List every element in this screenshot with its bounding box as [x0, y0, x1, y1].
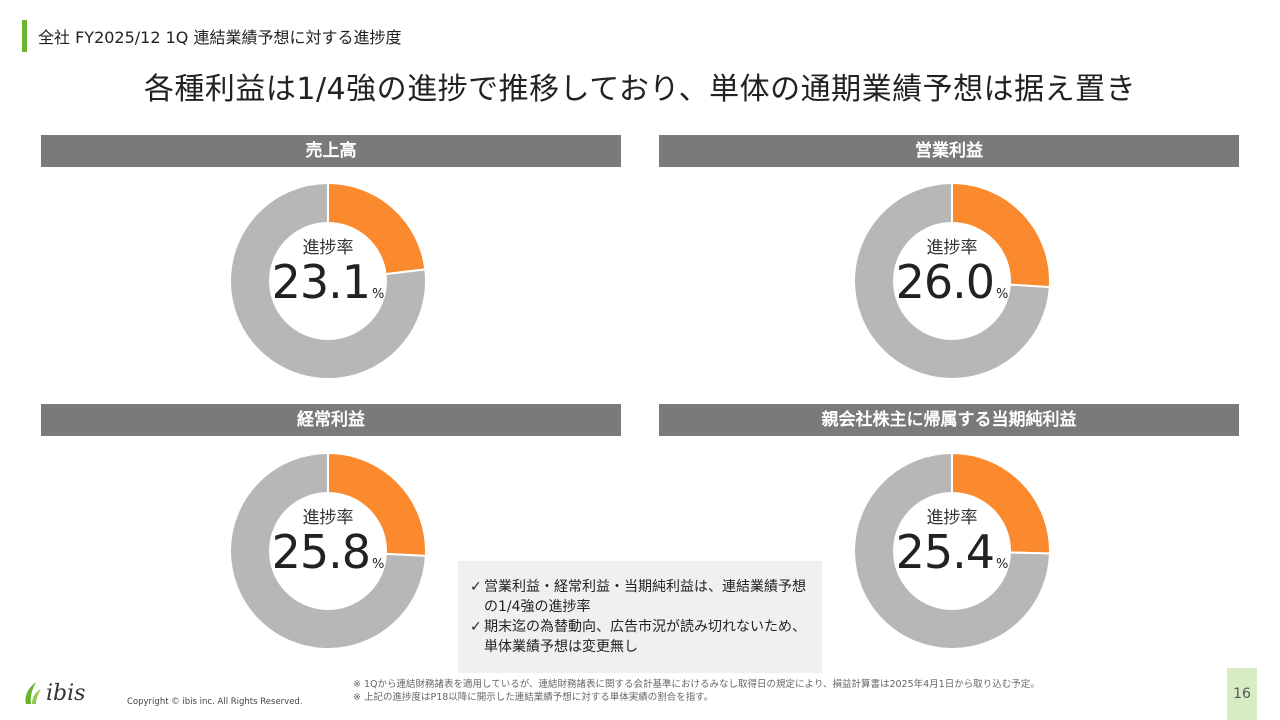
rate-unit: %: [372, 557, 385, 572]
progress-rate-value: 23.1%: [228, 255, 428, 309]
donut-slice-remaining: [853, 451, 1051, 650]
section-title: 全社 FY2025/12 1Q 連結業績予想に対する進捗度: [38, 28, 402, 47]
summary-note-box: ✓ 営業利益・経常利益・当期純利益は、連結業績予想の1/4強の進捗率 ✓ 期末迄…: [458, 561, 822, 673]
donut-slice-remaining: [229, 181, 427, 380]
donut-chart-sales: 進捗率 23.1%: [228, 181, 428, 381]
check-icon: ✓: [470, 619, 482, 635]
progress-rate-label: 進捗率: [926, 508, 978, 528]
progress-rate-label: 進捗率: [302, 238, 354, 258]
donut-svg: [853, 451, 1051, 650]
donut-chart-operating-profit: 進捗率 26.0%: [852, 181, 1052, 381]
note-text: 期末迄の為替動向、広告市況が読み切れないため、単体業績予想は変更無し: [484, 619, 806, 655]
page-title: 各種利益は1/4強の進捗で推移しており、単体の通期業績予想は据え置き: [143, 72, 1137, 107]
donut-svg: [853, 181, 1051, 380]
note-item: ✓ 期末迄の為替動向、広告市況が読み切れないため、単体業績予想は変更無し: [470, 617, 810, 657]
rate-number: 26.0: [895, 255, 995, 309]
company-logo: ibis: [22, 680, 85, 706]
panel-header-sales: 売上高: [41, 135, 621, 167]
logo-text: ibis: [46, 680, 86, 706]
donut-slice-progress: [327, 451, 427, 557]
donut-chart-ordinary-profit: 進捗率 25.8%: [228, 451, 428, 651]
rate-number: 25.4: [895, 525, 995, 579]
progress-rate-value: 25.8%: [228, 525, 428, 579]
donut-slice-remaining: [853, 181, 1051, 380]
footnote: ※ 上記の進捗度はP18以降に開示した連結業績予想に対する単体実績の割合を指す。: [353, 692, 714, 703]
rate-unit: %: [996, 557, 1009, 572]
footnote: ※ 1Qから連結財務諸表を適用しているが、連結財務諸表に関する会計基準におけるみ…: [353, 679, 1040, 690]
donut-svg: [229, 451, 427, 650]
leaf-icon: [25, 682, 41, 704]
check-icon: ✓: [470, 579, 482, 595]
panel-header-ordinary-profit: 経常利益: [41, 404, 621, 436]
section-accent-bar: [22, 20, 27, 52]
rate-unit: %: [372, 287, 385, 302]
note-item: ✓ 営業利益・経常利益・当期純利益は、連結業績予想の1/4強の進捗率: [470, 577, 810, 617]
page-number: 16: [1227, 668, 1257, 720]
donut-chart-net-income: 進捗率 25.4%: [852, 451, 1052, 651]
rate-number: 25.8: [271, 525, 371, 579]
progress-rate-label: 進捗率: [302, 508, 354, 528]
progress-rate-value: 25.4%: [852, 525, 1052, 579]
footnotes: ※ 1Qから連結財務諸表を適用しているが、連結財務諸表に関する会計基準におけるみ…: [353, 678, 1040, 704]
progress-rate-label: 進捗率: [926, 238, 978, 258]
panel-header-operating-profit: 営業利益: [659, 135, 1239, 167]
donut-svg: [229, 181, 427, 380]
rate-number: 23.1: [271, 255, 371, 309]
donut-slice-progress: [951, 181, 1051, 289]
note-text: 営業利益・経常利益・当期純利益は、連結業績予想の1/4強の進捗率: [484, 579, 806, 615]
copyright: Copyright © ibis inc. All Rights Reserve…: [127, 697, 303, 707]
panel-header-net-income: 親会社株主に帰属する当期純利益: [659, 404, 1239, 436]
progress-rate-value: 26.0%: [852, 255, 1052, 309]
rate-unit: %: [996, 287, 1009, 302]
donut-slice-remaining: [229, 451, 427, 650]
